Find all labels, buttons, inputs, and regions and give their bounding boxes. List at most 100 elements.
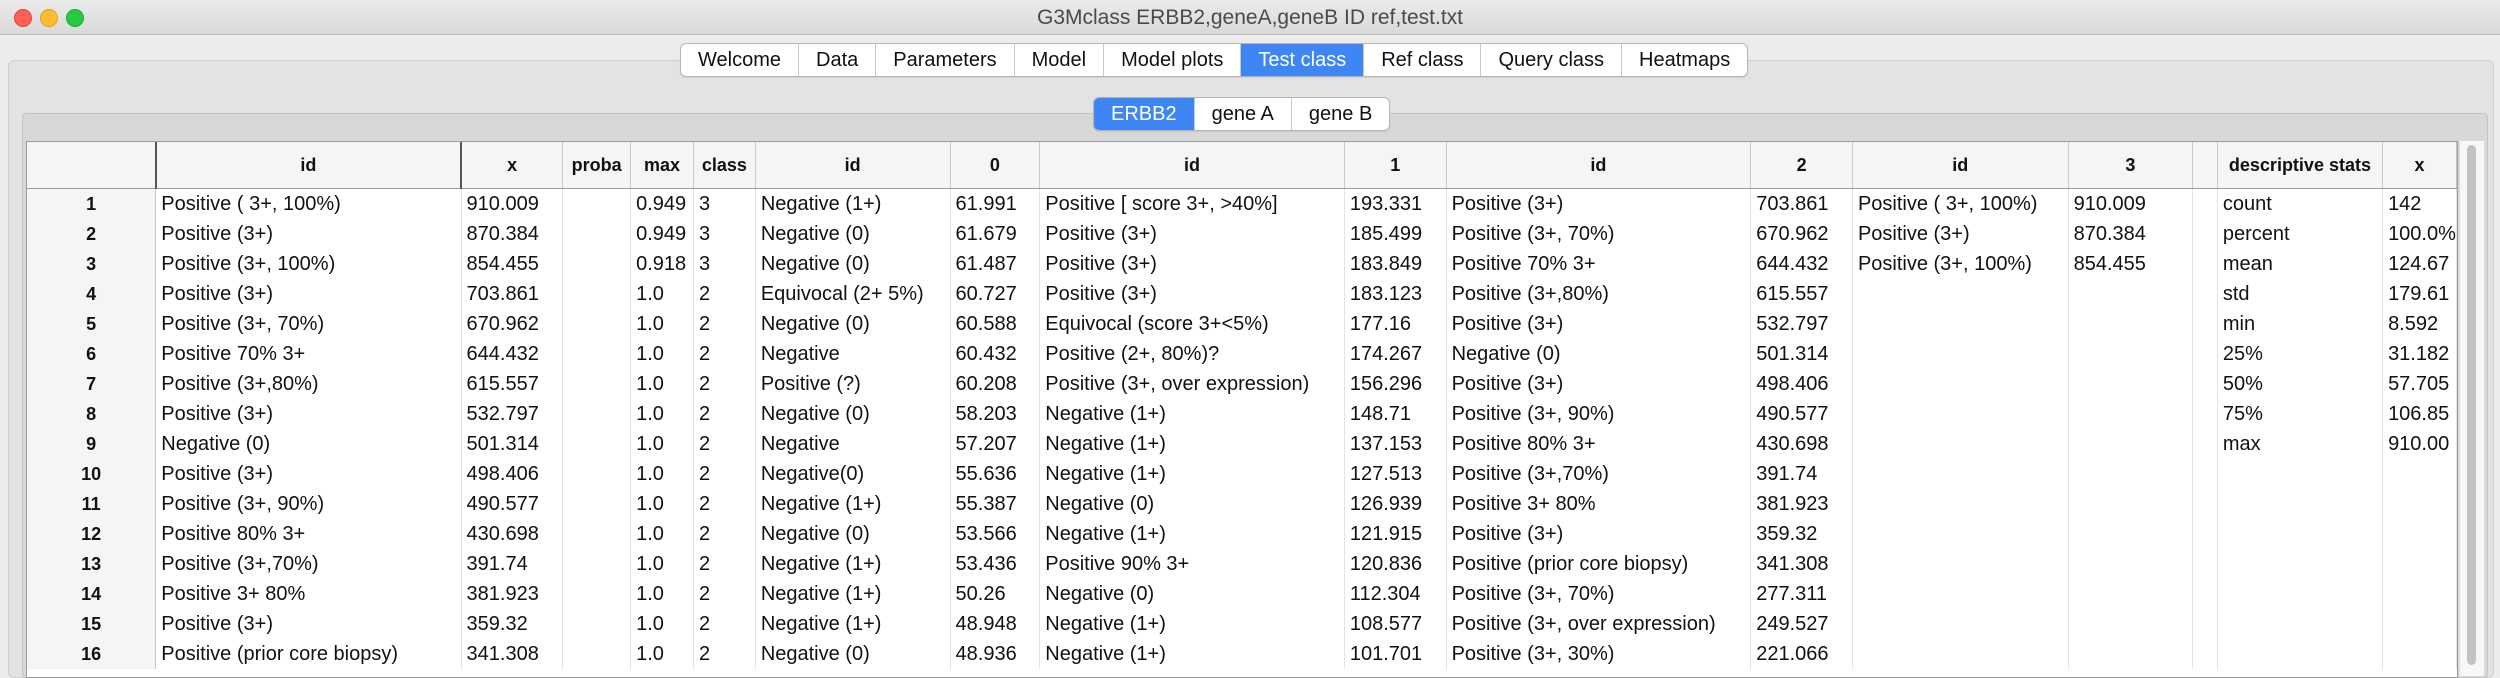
table-cell[interactable]: 870.384 bbox=[461, 219, 564, 249]
table-cell[interactable]: Negative (1+) bbox=[755, 549, 951, 579]
table-cell[interactable]: 910.00 bbox=[2382, 429, 2457, 459]
table-cell[interactable] bbox=[2192, 279, 2218, 309]
table-cell[interactable]: 53.436 bbox=[950, 549, 1041, 579]
maximize-window-button[interactable] bbox=[66, 9, 84, 27]
table-cell[interactable]: 644.432 bbox=[461, 339, 564, 369]
table-cell[interactable] bbox=[2192, 339, 2218, 369]
table-cell[interactable]: Positive 80% 3+ bbox=[155, 519, 462, 549]
table-row[interactable]: 13 Positive (3+,70%) 391.74 1.0 2 Negative (1… bbox=[27, 549, 2457, 579]
table-cell[interactable]: Positive [ score 3+, >40%] bbox=[1039, 188, 1345, 219]
table-cell[interactable]: 249.527 bbox=[1750, 609, 1853, 639]
table-cell[interactable]: 61.679 bbox=[950, 219, 1041, 249]
row-header[interactable]: 16 bbox=[27, 639, 157, 669]
table-cell[interactable]: 1.0 bbox=[630, 399, 694, 429]
tab-model[interactable]: Model bbox=[1015, 44, 1105, 76]
table-cell[interactable]: 3 bbox=[693, 219, 756, 249]
table-cell[interactable]: Positive (3+, 70%) bbox=[1446, 579, 1752, 609]
table-cell[interactable]: 177.16 bbox=[1344, 309, 1447, 339]
table-cell[interactable]: 910.009 bbox=[2068, 188, 2194, 219]
table-cell[interactable]: 1.0 bbox=[630, 639, 694, 669]
table-cell[interactable]: max bbox=[2217, 429, 2384, 459]
table-cell[interactable] bbox=[1852, 639, 2069, 669]
table-cell[interactable] bbox=[562, 279, 632, 309]
table-cell[interactable] bbox=[2192, 309, 2218, 339]
table-cell[interactable]: 490.577 bbox=[461, 489, 564, 519]
table-cell[interactable]: Positive (3+, over expression) bbox=[1039, 369, 1345, 399]
table-cell[interactable]: 55.636 bbox=[950, 459, 1041, 489]
table-cell[interactable] bbox=[2217, 519, 2384, 549]
table-cell[interactable]: Positive (3+) bbox=[155, 609, 462, 639]
table-cell[interactable]: 2 bbox=[693, 519, 756, 549]
table-cell[interactable]: Positive (3+) bbox=[1852, 219, 2069, 249]
table-cell[interactable]: Negative (0) bbox=[755, 249, 951, 279]
table-cell[interactable]: 148.71 bbox=[1344, 399, 1447, 429]
table-cell[interactable] bbox=[2192, 519, 2218, 549]
column-header[interactable]: id bbox=[154, 142, 463, 189]
table-cell[interactable] bbox=[562, 369, 632, 399]
table-cell[interactable]: Positive (3+) bbox=[155, 399, 462, 429]
table-cell[interactable] bbox=[562, 549, 632, 579]
table-cell[interactable] bbox=[2068, 279, 2194, 309]
table-cell[interactable]: 430.698 bbox=[1750, 429, 1853, 459]
table-cell[interactable]: 391.74 bbox=[461, 549, 564, 579]
table-cell[interactable] bbox=[2192, 369, 2218, 399]
table-cell[interactable]: Positive (3+) bbox=[1446, 188, 1752, 219]
table-cell[interactable] bbox=[562, 459, 632, 489]
table-cell[interactable]: Positive 80% 3+ bbox=[1446, 429, 1752, 459]
subtab-gene-a[interactable]: gene A bbox=[1195, 98, 1292, 130]
table-cell[interactable]: 277.311 bbox=[1750, 579, 1853, 609]
table-cell[interactable]: Positive (3+) bbox=[155, 459, 462, 489]
subtab-erbb2[interactable]: ERBB2 bbox=[1094, 98, 1195, 130]
table-cell[interactable]: Positive (3+, 90%) bbox=[155, 489, 462, 519]
row-header[interactable]: 6 bbox=[27, 339, 157, 369]
column-header[interactable]: id bbox=[1039, 142, 1345, 189]
column-header[interactable]: descriptive stats bbox=[2217, 142, 2384, 189]
table-cell[interactable] bbox=[2192, 549, 2218, 579]
row-header[interactable]: 3 bbox=[27, 249, 157, 279]
table-cell[interactable]: Negative (1+) bbox=[1039, 459, 1345, 489]
table-row[interactable]: 2 Positive (3+) 870.384 0.949 3 Negative (0) 6… bbox=[27, 219, 2457, 249]
table-row[interactable]: 11 Positive (3+, 90%) 490.577 1.0 2 Negative … bbox=[27, 489, 2457, 519]
table-cell[interactable]: Negative (0) bbox=[1446, 339, 1752, 369]
table-cell[interactable] bbox=[2192, 609, 2218, 639]
table-cell[interactable]: 61.487 bbox=[950, 249, 1041, 279]
table-cell[interactable]: Positive (3+) bbox=[155, 279, 462, 309]
minimize-window-button[interactable] bbox=[40, 9, 58, 27]
table-cell[interactable]: 127.513 bbox=[1344, 459, 1447, 489]
table-cell[interactable]: Positive (3+,80%) bbox=[155, 369, 462, 399]
scrollbar-thumb[interactable] bbox=[2467, 145, 2476, 665]
table-cell[interactable] bbox=[2068, 369, 2194, 399]
table-cell[interactable]: Negative (1+) bbox=[755, 609, 951, 639]
table-cell[interactable]: Positive (3+) bbox=[1446, 309, 1752, 339]
table-cell[interactable]: 60.432 bbox=[950, 339, 1041, 369]
table-cell[interactable]: 2 bbox=[693, 489, 756, 519]
table-cell[interactable] bbox=[2068, 609, 2194, 639]
table-cell[interactable]: 1.0 bbox=[630, 579, 694, 609]
table-cell[interactable]: 58.203 bbox=[950, 399, 1041, 429]
table-cell[interactable]: 57.207 bbox=[950, 429, 1041, 459]
row-header[interactable]: 8 bbox=[27, 399, 157, 429]
table-cell[interactable] bbox=[2382, 549, 2457, 579]
table-cell[interactable]: Positive (3+, 70%) bbox=[155, 309, 462, 339]
table-cell[interactable]: 31.182 bbox=[2382, 339, 2457, 369]
table-cell[interactable]: 2 bbox=[693, 429, 756, 459]
table-cell[interactable] bbox=[2217, 609, 2384, 639]
tab-model-plots[interactable]: Model plots bbox=[1104, 44, 1242, 76]
table-cell[interactable]: Negative bbox=[755, 339, 951, 369]
table-cell[interactable] bbox=[2068, 519, 2194, 549]
data-table[interactable]: id x proba max class id 0 id 1 id 2 id 3 descriptive … bbox=[26, 141, 2458, 678]
table-cell[interactable]: 60.588 bbox=[950, 309, 1041, 339]
row-header[interactable]: 15 bbox=[27, 609, 157, 639]
table-cell[interactable] bbox=[2068, 639, 2194, 669]
table-cell[interactable]: Negative (1+) bbox=[1039, 399, 1345, 429]
table-cell[interactable]: Negative (0) bbox=[155, 429, 462, 459]
row-header[interactable]: 13 bbox=[27, 549, 157, 579]
tab-heatmaps[interactable]: Heatmaps bbox=[1639, 49, 1731, 71]
column-header[interactable]: proba bbox=[562, 142, 632, 189]
table-row[interactable]: 4 Positive (3+) 703.861 1.0 2 Equivocal (2+ 5… bbox=[27, 279, 2457, 309]
table-cell[interactable]: percent bbox=[2217, 219, 2384, 249]
table-cell[interactable]: Positive ( 3+, 100%) bbox=[1852, 188, 2069, 219]
row-header[interactable]: 12 bbox=[27, 519, 157, 549]
table-row[interactable]: 9 Negative (0) 501.314 1.0 2 Negative 57.207 Ne… bbox=[27, 429, 2457, 459]
table-cell[interactable] bbox=[1852, 579, 2069, 609]
